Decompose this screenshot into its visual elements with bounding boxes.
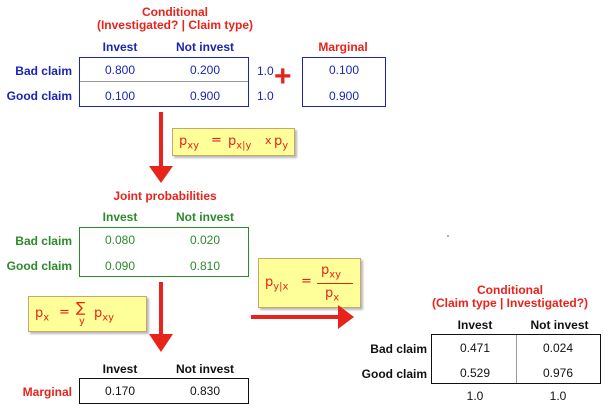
arrow-down-shaft-2 bbox=[159, 282, 163, 338]
formula-term: pxy bbox=[179, 134, 200, 152]
formula-term: py|x bbox=[265, 275, 289, 293]
marginal-x-col-invest: Invest bbox=[102, 362, 138, 376]
joint-table bbox=[79, 227, 249, 277]
joint-col-invest: Invest bbox=[102, 210, 138, 224]
joint-col-not-invest: Not invest bbox=[175, 210, 234, 224]
conditional-xy-row-sum: 1.0 bbox=[257, 64, 274, 78]
equals-sign: = bbox=[301, 274, 312, 289]
conditional-yx-cell: 0.024 bbox=[542, 341, 574, 355]
conditional-xy-row-bad-claim: Bad claim bbox=[15, 64, 72, 78]
formula-term: px bbox=[35, 306, 50, 324]
formula-term: pxy bbox=[94, 306, 115, 324]
marginal-y-cell: 0.100 bbox=[328, 63, 360, 77]
marginal-formula: px = ∑ y pxy bbox=[28, 296, 147, 332]
joint-cell: 0.020 bbox=[189, 233, 221, 247]
arrow-down-head-1 bbox=[149, 166, 173, 183]
marginal-y-cell: 0.900 bbox=[328, 89, 360, 103]
joint-row-bad-claim: Bad claim bbox=[15, 234, 72, 248]
conditional-xy-title: Conditional bbox=[142, 5, 208, 19]
marginal-x-cell: 0.830 bbox=[189, 384, 221, 398]
times-sign: x bbox=[265, 134, 272, 147]
conditional-xy-row-good-claim: Good claim bbox=[6, 89, 72, 103]
formula-numerator: pxy bbox=[321, 263, 342, 281]
conditional-yx-col-invest: Invest bbox=[457, 318, 493, 332]
conditional-yx-row-good-claim: Good claim bbox=[361, 367, 427, 381]
conditional-yx-col-divider bbox=[516, 335, 517, 383]
conditional-yx-title: Conditional bbox=[477, 283, 543, 297]
conditional-xy-row-sum: 1.0 bbox=[257, 89, 274, 103]
equals-sign: = bbox=[59, 305, 70, 320]
marginal-x-cell: 0.170 bbox=[104, 384, 136, 398]
conditional-xy-table bbox=[79, 57, 249, 107]
arrow-down-shaft-1 bbox=[159, 112, 163, 170]
conditional-yx-col-sum: 1.0 bbox=[549, 389, 567, 403]
joint-cell: 0.810 bbox=[189, 259, 221, 273]
stray-dot bbox=[447, 235, 449, 237]
formula-term: px|y bbox=[228, 134, 252, 152]
conditional-yx-table bbox=[431, 334, 601, 384]
formula-term: py bbox=[274, 134, 289, 152]
conditional-xy-cell: 0.800 bbox=[104, 63, 136, 77]
fraction-bar bbox=[317, 283, 353, 284]
joint-cell: 0.080 bbox=[104, 233, 136, 247]
conditional-xy-cell: 0.200 bbox=[189, 63, 221, 77]
equals-sign: = bbox=[211, 133, 222, 148]
marginal-x-col-not-invest: Not invest bbox=[175, 362, 234, 376]
marginal-x-table bbox=[79, 378, 249, 404]
conditional-yx-col-sum: 1.0 bbox=[466, 389, 484, 403]
arrow-down-head-2 bbox=[149, 334, 173, 352]
conditional-yx-cell: 0.471 bbox=[459, 341, 491, 355]
joint-row-good-claim: Good claim bbox=[6, 259, 72, 273]
marginal-y-table bbox=[302, 57, 386, 107]
conditional-yx-cell: 0.976 bbox=[542, 366, 574, 380]
conditional-yx-subtitle: (Claim type | Investigated?) bbox=[431, 296, 589, 310]
marginal-y-title: Marginal bbox=[318, 40, 368, 54]
sigma-icon: ∑ bbox=[76, 300, 86, 316]
conditional-xy-subtitle: (Investigated? | Claim type) bbox=[96, 18, 254, 32]
marginal-x-label: Marginal bbox=[22, 385, 72, 399]
conditional-yx-row-bad-claim: Bad claim bbox=[370, 342, 427, 356]
formula-denominator: px bbox=[325, 286, 340, 304]
conditional-xy-col-invest: Invest bbox=[102, 40, 138, 54]
bayes-formula: py|x = pxy px bbox=[258, 258, 361, 308]
joint-formula: pxy = px|y x py bbox=[172, 128, 295, 156]
conditional-xy-cell: 0.900 bbox=[189, 89, 221, 103]
conditional-xy-row-divider bbox=[80, 81, 248, 82]
conditional-xy-cell: 0.100 bbox=[104, 89, 136, 103]
conditional-yx-cell: 0.529 bbox=[459, 366, 491, 380]
arrow-right-shaft bbox=[251, 315, 341, 319]
joint-cell: 0.090 bbox=[104, 259, 136, 273]
arrow-right-head bbox=[338, 305, 354, 329]
plus-symbol: + bbox=[274, 60, 292, 93]
joint-title: Joint probabilities bbox=[113, 189, 217, 203]
conditional-yx-col-not-invest: Not invest bbox=[530, 318, 589, 332]
conditional-xy-col-not-invest: Not invest bbox=[175, 40, 234, 54]
sum-index: y bbox=[79, 316, 85, 327]
